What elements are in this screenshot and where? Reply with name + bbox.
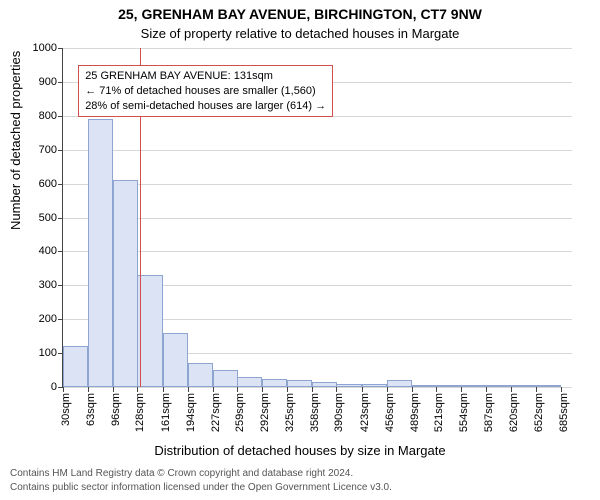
x-tick xyxy=(312,387,313,392)
x-tick xyxy=(237,387,238,392)
x-tick-label: 554sqm xyxy=(458,393,470,432)
y-tick-label: 100 xyxy=(39,347,57,359)
histogram-bar xyxy=(387,380,412,387)
x-tick xyxy=(436,387,437,392)
x-tick xyxy=(561,387,562,392)
x-tick xyxy=(63,387,64,392)
histogram-bar xyxy=(511,385,536,387)
x-tick-label: 292sqm xyxy=(259,393,271,432)
x-tick-label: 390sqm xyxy=(333,393,345,432)
histogram-bar xyxy=(137,275,162,387)
x-tick-label: 63sqm xyxy=(85,393,97,426)
histogram-bar xyxy=(63,346,88,387)
x-tick-label: 30sqm xyxy=(60,393,72,426)
histogram-bar xyxy=(312,382,337,387)
annotation-box: 25 GRENHAM BAY AVENUE: 131sqm← 71% of de… xyxy=(78,65,333,118)
x-tick-label: 587sqm xyxy=(483,393,495,432)
histogram-bar xyxy=(287,380,312,387)
x-tick-label: 652sqm xyxy=(533,393,545,432)
x-tick xyxy=(387,387,388,392)
x-tick-label: 96sqm xyxy=(110,393,122,426)
histogram-plot: 0100200300400500600700800900100030sqm63s… xyxy=(62,48,572,388)
histogram-bar xyxy=(536,385,561,387)
y-tick-label: 300 xyxy=(39,279,57,291)
y-tick xyxy=(58,82,63,83)
y-tick-label: 1000 xyxy=(33,42,57,54)
y-tick xyxy=(58,251,63,252)
histogram-bar xyxy=(237,377,262,387)
y-tick xyxy=(58,184,63,185)
chart-subtitle: Size of property relative to detached ho… xyxy=(0,26,600,41)
y-tick-label: 0 xyxy=(51,381,57,393)
y-tick-label: 600 xyxy=(39,178,57,190)
x-tick xyxy=(88,387,89,392)
histogram-bar xyxy=(213,370,238,387)
x-tick xyxy=(336,387,337,392)
x-tick-label: 358sqm xyxy=(309,393,321,432)
x-tick-label: 456sqm xyxy=(384,393,396,432)
x-tick-label: 620sqm xyxy=(508,393,520,432)
y-tick xyxy=(58,116,63,117)
y-tick-label: 700 xyxy=(39,144,57,156)
x-tick-label: 325sqm xyxy=(284,393,296,432)
annotation-line: ← 71% of detached houses are smaller (1,… xyxy=(85,84,326,99)
histogram-bar xyxy=(436,385,461,387)
y-tick-label: 900 xyxy=(39,76,57,88)
x-tick-label: 685sqm xyxy=(558,393,570,432)
x-tick xyxy=(262,387,263,392)
histogram-bar xyxy=(113,180,138,387)
x-tick xyxy=(511,387,512,392)
x-tick-label: 161sqm xyxy=(160,393,172,432)
x-axis-label: Distribution of detached houses by size … xyxy=(0,443,600,458)
chart-title: 25, GRENHAM BAY AVENUE, BIRCHINGTON, CT7… xyxy=(0,6,600,22)
histogram-bar xyxy=(88,119,113,387)
x-tick xyxy=(137,387,138,392)
footer-line-1: Contains HM Land Registry data © Crown c… xyxy=(10,467,392,481)
histogram-bar xyxy=(362,384,387,387)
annotation-line: 28% of semi-detached houses are larger (… xyxy=(85,99,326,114)
y-tick xyxy=(58,285,63,286)
x-tick xyxy=(188,387,189,392)
y-tick-label: 200 xyxy=(39,313,57,325)
x-tick-label: 128sqm xyxy=(134,393,146,432)
x-tick-label: 259sqm xyxy=(234,393,246,432)
histogram-bar xyxy=(461,385,486,387)
x-tick xyxy=(213,387,214,392)
histogram-bar xyxy=(163,333,188,387)
x-tick-label: 489sqm xyxy=(409,393,421,432)
annotation-line: 25 GRENHAM BAY AVENUE: 131sqm xyxy=(85,69,326,84)
histogram-bar xyxy=(486,385,511,387)
histogram-bar xyxy=(262,379,287,387)
x-tick-label: 423sqm xyxy=(359,393,371,432)
x-tick xyxy=(113,387,114,392)
y-tick xyxy=(58,48,63,49)
y-tick xyxy=(58,319,63,320)
y-tick xyxy=(58,218,63,219)
y-tick-label: 500 xyxy=(39,212,57,224)
x-tick-label: 194sqm xyxy=(185,393,197,432)
y-tick-label: 800 xyxy=(39,110,57,122)
y-tick-label: 400 xyxy=(39,245,57,257)
x-tick xyxy=(486,387,487,392)
x-tick xyxy=(412,387,413,392)
x-tick xyxy=(362,387,363,392)
x-tick-label: 227sqm xyxy=(210,393,222,432)
attribution-footer: Contains HM Land Registry data © Crown c… xyxy=(10,467,392,494)
histogram-bar xyxy=(188,363,213,387)
x-tick xyxy=(163,387,164,392)
histogram-bar xyxy=(412,385,437,387)
footer-line-2: Contains public sector information licen… xyxy=(10,481,392,495)
x-tick xyxy=(536,387,537,392)
x-tick xyxy=(461,387,462,392)
y-axis-label: Number of detached properties xyxy=(8,51,23,230)
histogram-bar xyxy=(336,384,361,387)
x-tick-label: 521sqm xyxy=(433,393,445,432)
y-tick xyxy=(58,150,63,151)
gridline xyxy=(63,387,572,388)
x-tick xyxy=(287,387,288,392)
